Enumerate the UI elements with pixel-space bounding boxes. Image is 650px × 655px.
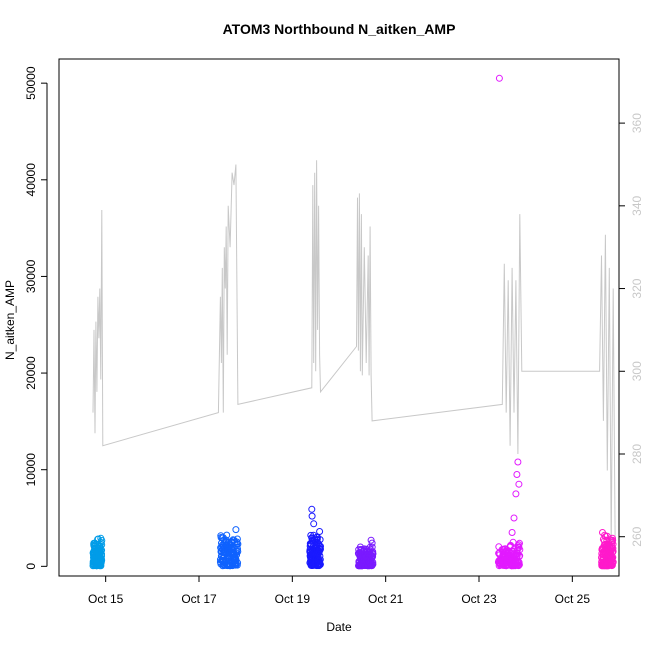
data-point bbox=[510, 514, 518, 522]
x-tick-label: Oct 19 bbox=[275, 592, 311, 606]
data-point bbox=[514, 559, 522, 567]
data-point bbox=[513, 471, 521, 478]
data-point bbox=[234, 548, 242, 555]
data-point bbox=[95, 555, 103, 563]
data-point bbox=[608, 555, 616, 563]
data-point bbox=[514, 458, 522, 466]
data-point bbox=[234, 545, 241, 553]
x-tick-label: Oct 25 bbox=[555, 592, 591, 606]
x-tick-label: Oct 15 bbox=[88, 592, 124, 606]
y2-tick-label: 360 bbox=[630, 113, 644, 133]
data-point bbox=[234, 540, 242, 548]
y-tick-label: 10000 bbox=[24, 453, 38, 487]
bottom-axis: Oct 15 Oct 17 Oct 19 Oct 21 Oct 23 Oct 25 bbox=[88, 575, 591, 606]
data-point bbox=[495, 74, 503, 82]
y-tick-label: 20000 bbox=[24, 356, 38, 390]
y2-tick-label: 280 bbox=[630, 444, 644, 464]
series-4 bbox=[354, 536, 377, 570]
data-point bbox=[97, 534, 105, 542]
data-point bbox=[508, 529, 516, 536]
data-point bbox=[316, 528, 324, 535]
series-6 bbox=[598, 529, 617, 570]
series-5 bbox=[494, 74, 524, 570]
data-point bbox=[310, 520, 318, 528]
data-point bbox=[98, 546, 106, 554]
data-point bbox=[308, 512, 316, 520]
data-point bbox=[601, 543, 609, 551]
point-layer bbox=[89, 74, 617, 570]
data-point bbox=[317, 542, 324, 550]
data-point bbox=[609, 544, 617, 552]
chart-title: ATOM3 Northbound N_aitken_AMP bbox=[223, 21, 456, 37]
data-point bbox=[316, 560, 324, 568]
data-point bbox=[369, 558, 377, 566]
x-tick-label: Oct 17 bbox=[181, 592, 217, 606]
data-point bbox=[228, 551, 236, 559]
data-point bbox=[368, 562, 376, 569]
data-point bbox=[609, 540, 617, 548]
x-tick-label: Oct 23 bbox=[461, 592, 497, 606]
series-3 bbox=[306, 505, 324, 570]
y-axis-label: N_aitken_AMP bbox=[3, 280, 17, 360]
data-point bbox=[609, 536, 617, 544]
data-point bbox=[91, 539, 99, 547]
data-point bbox=[599, 535, 607, 543]
data-point bbox=[515, 562, 523, 570]
secondary-line-layer bbox=[92, 160, 616, 546]
data-point bbox=[313, 533, 321, 541]
data-point bbox=[308, 505, 316, 513]
data-point bbox=[609, 558, 617, 566]
data-point bbox=[506, 543, 514, 551]
y2-tick-label: 320 bbox=[630, 278, 644, 298]
data-point bbox=[608, 561, 616, 569]
plot-frame bbox=[58, 58, 620, 577]
data-point bbox=[232, 526, 240, 534]
y2-tick-label: 260 bbox=[630, 526, 644, 546]
data-point bbox=[93, 547, 101, 555]
data-point bbox=[316, 556, 324, 564]
y2-tick-label: 340 bbox=[630, 195, 644, 215]
series-1 bbox=[89, 534, 106, 570]
data-point bbox=[317, 545, 324, 553]
x-tick-label: Oct 21 bbox=[368, 592, 404, 606]
data-point bbox=[356, 543, 364, 551]
y2-tick-label: 300 bbox=[630, 361, 644, 381]
x-axis-label: Date bbox=[326, 620, 352, 634]
series-2 bbox=[216, 526, 242, 570]
data-point bbox=[515, 561, 523, 569]
y-tick-label: 40000 bbox=[24, 163, 38, 197]
data-point bbox=[221, 537, 229, 545]
data-point bbox=[368, 539, 376, 547]
data-point bbox=[367, 536, 375, 544]
data-point bbox=[360, 545, 368, 553]
data-point bbox=[512, 490, 520, 498]
data-point bbox=[233, 535, 241, 543]
y-tick-label: 50000 bbox=[24, 66, 38, 100]
y-tick-label: 0 bbox=[24, 563, 38, 570]
data-point bbox=[599, 529, 606, 536]
data-point bbox=[364, 549, 372, 557]
left-axis: 0 10000 20000 30000 40000 50000 bbox=[24, 66, 48, 570]
data-point bbox=[516, 546, 524, 554]
y-tick-label: 30000 bbox=[24, 259, 38, 293]
data-point bbox=[98, 541, 106, 549]
right-axis: 260 280 300 320 340 360 bbox=[618, 113, 644, 547]
data-point bbox=[369, 560, 377, 568]
secondary-line bbox=[92, 160, 616, 546]
data-point bbox=[515, 480, 523, 488]
data-point bbox=[316, 536, 324, 544]
data-point bbox=[234, 559, 242, 567]
data-point bbox=[369, 550, 377, 558]
